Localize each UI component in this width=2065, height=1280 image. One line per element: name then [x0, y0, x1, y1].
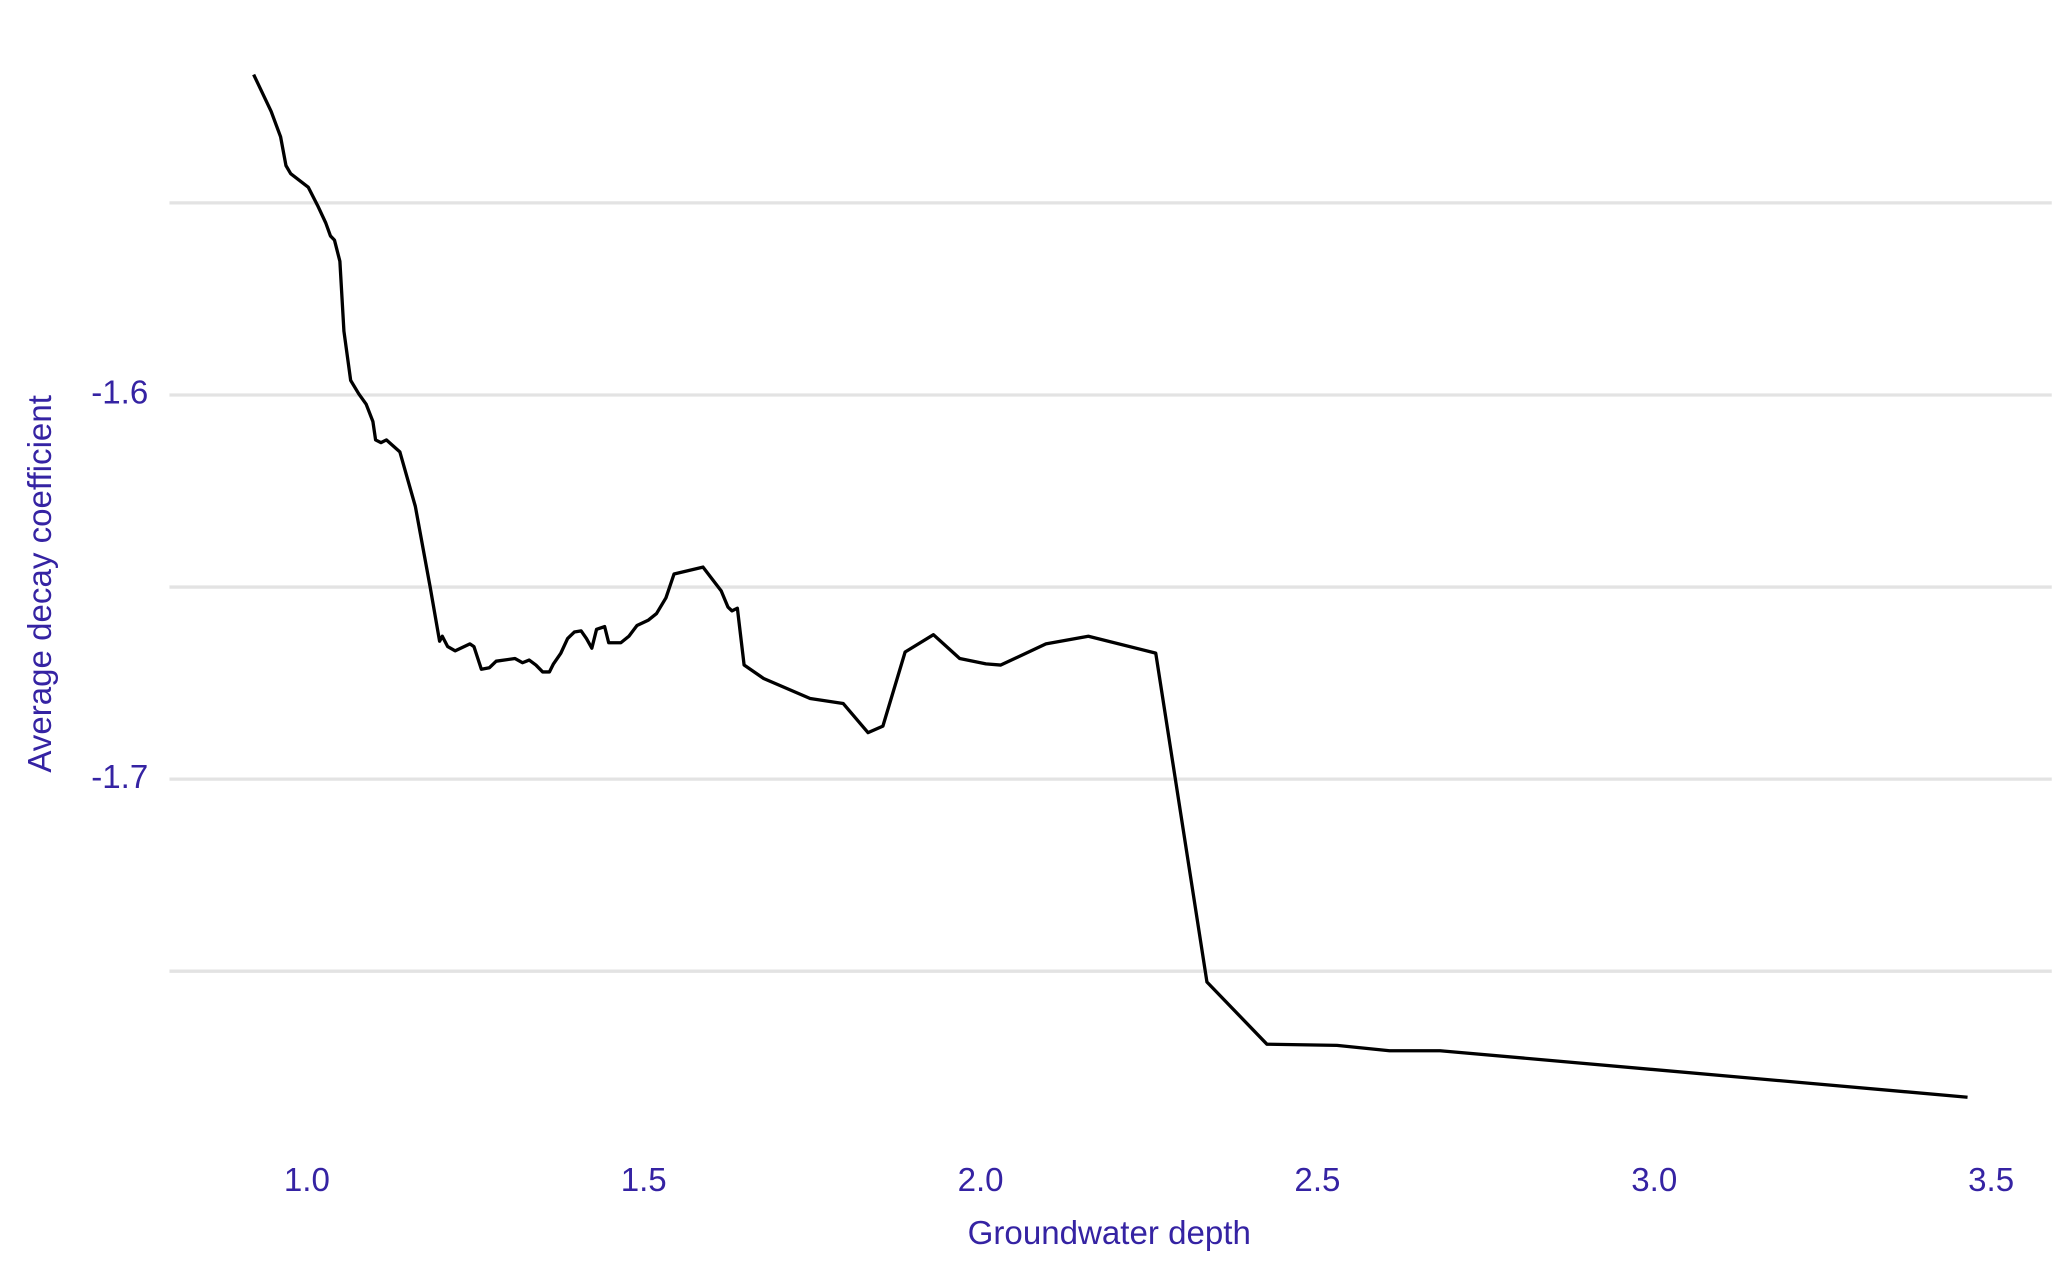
x-tick-label: 2.5	[1294, 1162, 1340, 1199]
y-axis-label: Average decay coefficient	[22, 395, 59, 773]
x-tick-label: 3.5	[1968, 1162, 2014, 1199]
y-tick-label: -1.6	[91, 375, 148, 412]
x-tick-label: 1.5	[621, 1162, 667, 1199]
x-tick-label: 2.0	[958, 1162, 1004, 1199]
line	[252, 73, 1968, 1099]
x-tick-label: 3.0	[1631, 1162, 1677, 1199]
x-axis-label: Groundwater depth	[968, 1215, 1251, 1252]
x-tick-label: 1.0	[284, 1162, 330, 1199]
y-tick-label: -1.7	[91, 759, 148, 796]
